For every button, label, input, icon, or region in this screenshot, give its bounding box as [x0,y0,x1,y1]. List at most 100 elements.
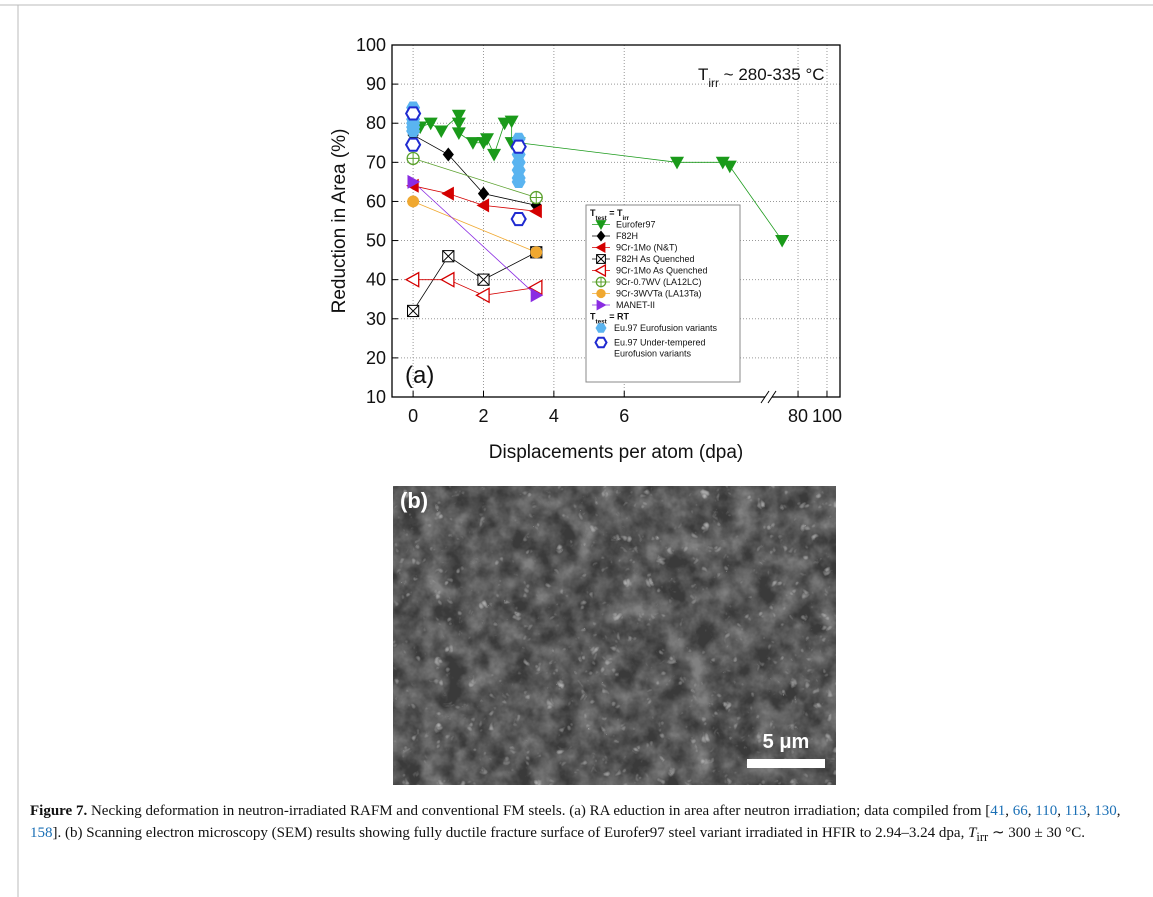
marker [530,288,544,303]
marker [423,117,438,131]
marker [504,115,519,129]
series-line [412,201,537,253]
data-point [451,127,466,140]
series-line [413,185,537,212]
caption-text: Necking deformation in neutron-irradiate… [87,803,991,819]
data-point [722,160,737,174]
text-part: irr [622,215,629,222]
data-point [441,186,454,201]
data-point [451,117,466,131]
plot-frame [391,44,841,398]
marker [527,279,543,296]
marker [477,273,490,286]
caption-text: ]. (b) Scanning electron microscopy (SEM… [52,825,969,841]
series-line [412,251,537,312]
panel-label: (a) [405,362,434,389]
y-tick-label: 80 [366,113,386,133]
marker [475,287,490,304]
text-part: = T [607,208,623,218]
axis-break [765,393,772,401]
data-point [406,124,421,138]
caption-text: irr [976,830,989,844]
legend-label: Eu.97 Under-tempered [614,338,706,348]
marker [434,125,449,139]
caption-label: Figure 7. [30,803,88,819]
series-line [413,279,537,296]
data-point [670,156,685,170]
marker [465,137,480,150]
citation-link[interactable]: 158 [30,825,53,841]
data-point [407,174,421,189]
marker [596,299,607,311]
citation-link[interactable]: 110 [1035,803,1058,819]
marker [442,250,455,263]
data-point [480,133,495,146]
marker [529,204,542,219]
data-point [404,137,422,152]
marker [442,147,454,162]
data-point [477,273,490,286]
marker [775,234,790,248]
marker [596,277,606,287]
data-point [423,117,438,131]
x-tick-label: 4 [549,406,559,426]
data-point [442,250,455,263]
data-point [404,271,420,288]
marker [407,152,420,165]
caption-text: , [1057,803,1065,819]
marker [595,220,607,230]
x-axis-title: Displacements per atom (dpa) [489,442,744,463]
marker [510,139,527,154]
marker [595,242,606,253]
legend-header: Ttest = Tirr [590,208,630,222]
y-tick-label: 100 [356,35,386,55]
marker [722,160,737,174]
text-part: T [698,65,708,84]
marker [595,323,607,333]
citation-link[interactable]: 66 [1012,803,1028,819]
legend-label: Eurofusion variants [614,349,692,359]
legend-label: Eu.97 Eurofusion variants [614,323,718,333]
marker [404,271,420,288]
legend-label: MANET-II [616,300,655,310]
data-point [527,279,543,296]
marker [407,305,420,317]
marker [477,186,490,201]
marker [670,156,685,170]
marker [510,211,527,227]
legend-header: Ttest = RT [590,312,629,326]
text-part: T [590,208,596,218]
x-tick-label: 6 [619,406,629,426]
legend-label: 9Cr-1Mo (N&T) [616,243,678,253]
legend-box [585,204,741,383]
caption-text: ∼ 300 ± 30 °C. [988,825,1086,841]
marker [407,195,420,208]
axis-break-mark [760,390,770,404]
marker [530,246,543,259]
data-point [442,147,454,162]
x-tick-label: 80 [788,406,808,426]
marker [530,191,543,204]
citation-link[interactable]: 113 [1064,803,1087,819]
marker [476,198,490,213]
marker [407,174,421,189]
series-line [412,181,537,296]
data-point [407,195,420,208]
y-tick-label: 30 [366,309,386,329]
citation-link[interactable]: 130 [1094,803,1117,819]
scale-bar-label: 5 μm [763,731,810,753]
legend-label: F82H [616,231,638,241]
citation-link[interactable]: 41 [990,803,1006,819]
data-point [476,198,490,213]
marker [715,156,730,170]
text-part: test [596,318,608,325]
text-part: ~ 280-335 °C [719,65,825,84]
y-tick-label: 90 [366,74,386,94]
data-point [510,211,527,227]
marker [451,109,466,123]
sem-image: (b) 5 μm [393,486,836,785]
marker [480,133,495,146]
caption-text: T [968,825,977,841]
data-point [504,115,519,129]
